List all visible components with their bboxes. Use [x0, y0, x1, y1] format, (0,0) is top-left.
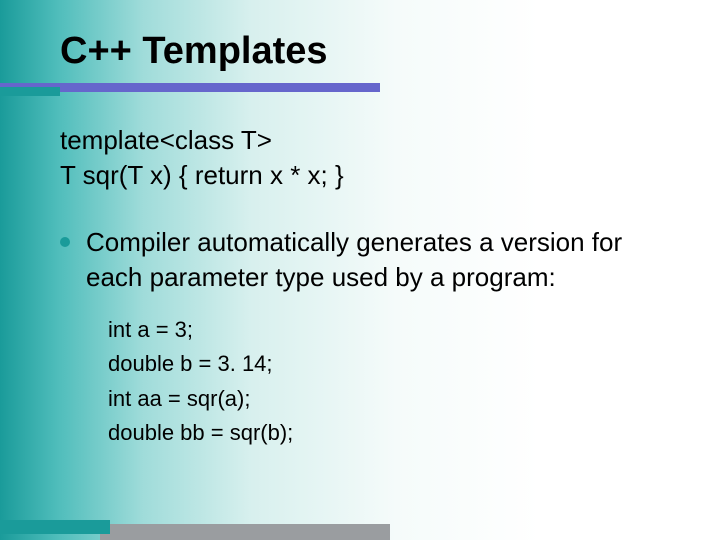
code-line: T sqr(T x) { return x * x; } — [60, 158, 660, 193]
footer-gray-bar — [100, 524, 390, 540]
template-code-block: template<class T> T sqr(T x) { return x … — [60, 123, 660, 193]
bullet-dot-icon — [60, 237, 70, 247]
slide-content: template<class T> T sqr(T x) { return x … — [0, 123, 720, 450]
code-line: double b = 3. 14; — [108, 347, 660, 381]
code-line: int aa = sqr(a); — [108, 382, 660, 416]
code-line: int a = 3; — [108, 313, 660, 347]
bullet-text: Compiler automatically generates a versi… — [86, 225, 660, 295]
code-line: template<class T> — [60, 123, 660, 158]
example-code-block: int a = 3; double b = 3. 14; int aa = sq… — [60, 313, 660, 449]
bullet-item: Compiler automatically generates a versi… — [60, 225, 660, 295]
footer-teal-bar — [0, 520, 110, 534]
slide-container: C++ Templates template<class T> T sqr(T … — [0, 0, 720, 540]
slide-title: C++ Templates — [0, 0, 720, 83]
code-line: double bb = sqr(b); — [108, 416, 660, 450]
title-underline — [0, 83, 720, 93]
footer-decoration — [0, 516, 720, 540]
underline-teal-bar — [0, 87, 60, 96]
